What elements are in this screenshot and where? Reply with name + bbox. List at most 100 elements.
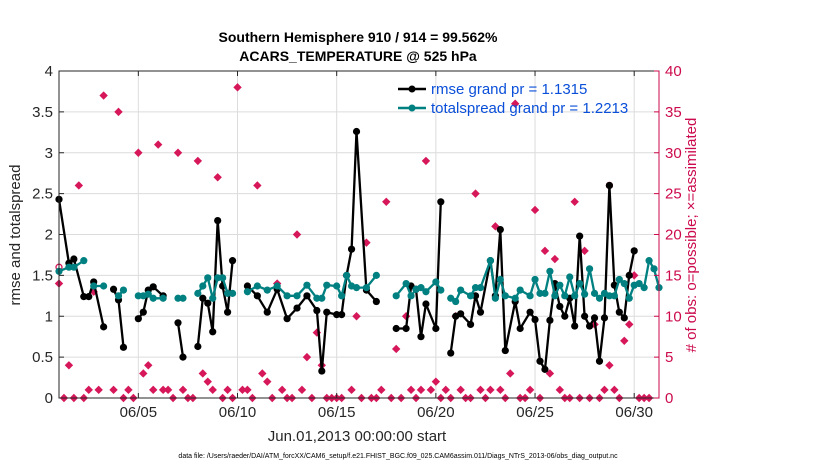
spread-data-point [199, 282, 207, 290]
spread-data-point [635, 279, 643, 288]
legend: rmse grand pr = 1.1315 totalspread grand… [398, 81, 628, 117]
spread-data-point [407, 292, 415, 300]
right-axis-label: # of obs: o=possible; ×=assimilated [683, 118, 700, 353]
obs-assimilated-marker [630, 271, 639, 280]
spread-data-point [293, 292, 301, 300]
spread-data-point [471, 284, 480, 292]
obs-assimilated-marker [139, 369, 148, 378]
spread-data-point [571, 292, 579, 300]
obs-assimilated-marker [253, 181, 262, 190]
spread-data-point [283, 292, 291, 300]
rmse-data-point [228, 257, 237, 265]
rmse-data-point [80, 293, 88, 301]
rmse-data-point [174, 319, 182, 327]
obs-assimilated-marker [213, 173, 222, 182]
spread-data-point [640, 284, 648, 292]
rmse-data-point [352, 127, 361, 136]
rmse-data-point [283, 315, 291, 323]
obs-assimilated-marker [64, 361, 74, 370]
obs-assimilated-marker [391, 344, 401, 354]
x-tick-label: 06/05 [120, 404, 158, 421]
obs-assimilated-marker [238, 385, 247, 395]
spread-data-point [526, 292, 534, 300]
spread-data-point [362, 284, 371, 292]
rmse-data-point [139, 308, 147, 316]
right-tick-label: 35 [665, 104, 682, 121]
rmse-data-point [85, 293, 93, 301]
rmse-data-point [471, 292, 480, 300]
spread-data-point [531, 275, 539, 284]
spread-data-point [90, 282, 98, 290]
spread-data-point [223, 289, 232, 297]
spread-data-point [536, 289, 544, 297]
rmse-data-point [293, 304, 301, 312]
rmse-data-point [466, 320, 475, 329]
obs-assimilated-marker [625, 320, 634, 329]
spread-data-point [556, 281, 564, 289]
rmse-data-point [526, 308, 534, 316]
obs-assimilated-marker [486, 385, 495, 395]
spread-data-point [318, 294, 326, 302]
spread-data-point [149, 294, 157, 302]
y-tick-label: 4 [45, 63, 53, 80]
spread-data-point [253, 282, 261, 290]
obs-assimilated-marker [144, 361, 153, 370]
obs-assimilated-marker [441, 385, 450, 395]
spread-data-point [590, 289, 599, 297]
spread-data-point [100, 282, 108, 290]
obs-assimilated-marker [510, 99, 520, 108]
obs-assimilated-marker [153, 140, 163, 149]
rmse-data-point [179, 353, 187, 361]
obs-assimilated-marker [416, 385, 426, 395]
rmse-data-point [600, 314, 609, 322]
x-axis-ticks: 06/05 06/10 06/15 06/20 06/25 06/30 [120, 71, 653, 421]
rmse-data-point [333, 311, 341, 319]
spread-data-point [219, 274, 227, 282]
rmse-data-point [531, 315, 539, 324]
rmse-data-point [556, 302, 564, 311]
spread-data-point [323, 281, 331, 289]
obs-assimilated-marker [173, 148, 183, 157]
rmse-data-point [392, 324, 400, 333]
spread-data-point [119, 286, 128, 294]
rmse-data-point [263, 308, 271, 316]
spread-data-point [476, 284, 485, 292]
obs-assimilated-marker [540, 246, 550, 256]
rmse-data-point [437, 198, 445, 206]
rmse-data-point [561, 312, 569, 320]
rmse-data-point [149, 283, 157, 291]
obs-assimilated-marker [476, 385, 485, 395]
obs-assimilated-marker [620, 336, 629, 345]
spread-data-point [511, 294, 519, 302]
rmse-data-point [625, 271, 633, 279]
spread-data-point [496, 275, 504, 284]
obs-assimilated-marker [163, 385, 173, 395]
rmse-data-point [134, 315, 142, 323]
legend-rmse-marker [408, 85, 416, 93]
spread-data-point [114, 292, 123, 300]
spread-data-point [541, 289, 549, 297]
right-tick-label: 15 [665, 267, 682, 284]
spread-data-point [214, 274, 222, 282]
rmse-data-point [323, 308, 331, 316]
spread-data-point [432, 278, 440, 286]
obs-assimilated-marker [580, 246, 589, 256]
y-tick-label: 3.5 [32, 104, 53, 121]
spread-data-point [273, 282, 281, 290]
rmse-data-point [204, 299, 212, 307]
obs-assimilated-marker [109, 385, 118, 395]
spread-data-point [561, 292, 569, 300]
rmse-data-point [595, 357, 604, 365]
rmse-data-point [576, 232, 584, 240]
right-tick-label: 30 [665, 145, 682, 162]
spread-data-point [417, 284, 425, 292]
x-tick-label: 06/10 [219, 404, 257, 421]
spread-data-point [263, 286, 271, 294]
obs-assimilated-marker [302, 352, 312, 362]
rmse-data-point [243, 282, 252, 290]
legend-spread-marker [408, 104, 416, 112]
spread-data-point [333, 282, 341, 290]
y-tick-label: 1.5 [32, 267, 53, 284]
rmse-data-point [253, 292, 261, 300]
y-tick-label: 1 [45, 308, 53, 325]
